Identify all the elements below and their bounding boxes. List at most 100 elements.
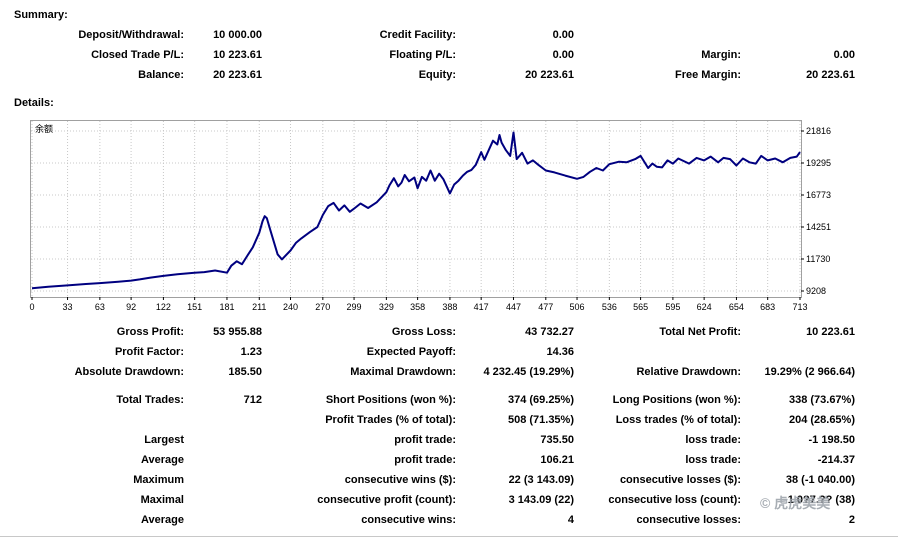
chart-axes: 0 33 63 92 122 151 181 211 240 270 299 329 358 388 417… — [29, 126, 831, 312]
x-tick-label: 447 — [506, 302, 521, 312]
x-tick-label: 92 — [126, 302, 136, 312]
average-consecutive-losses-value: 2 — [848, 514, 855, 526]
long-positions-label: Long Positions (won %): — [612, 394, 741, 406]
average-consecutive-label: Average — [140, 514, 184, 526]
maximal-label: Maximal — [140, 494, 184, 506]
maximal-consecutive-loss-value: 1 0?7.?? (38) — [787, 494, 855, 506]
y-tick-label: 21816 — [806, 126, 831, 136]
y-tick-label: 9208 — [806, 286, 826, 296]
x-tick-label: 299 — [347, 302, 362, 312]
chart-title: 余额 — [35, 123, 53, 134]
details-title: Details: — [14, 97, 54, 109]
short-positions-value: 374 (69.25%) — [507, 394, 574, 406]
max-consecutive-wins-label: consecutive wins ($): — [344, 474, 456, 486]
maximal-consecutive-loss-label: consecutive loss (count): — [608, 494, 741, 506]
x-tick-label: 151 — [187, 302, 202, 312]
x-tick-label: 654 — [729, 302, 744, 312]
relative-drawdown-value: 19.29% (2 966.64) — [764, 366, 855, 378]
x-tick-label: 683 — [760, 302, 775, 312]
credit-facility-value: 0.00 — [552, 29, 574, 41]
maximal-drawdown-value: 4 232.45 (19.29%) — [483, 366, 574, 378]
short-positions-label: Short Positions (won %): — [325, 394, 456, 406]
total-net-profit-value: 10 223.61 — [806, 326, 855, 338]
gross-profit-value: 53 955.88 — [213, 326, 262, 338]
balance-chart: 余额 — [30, 120, 802, 298]
largest-loss-trade-label: loss trade: — [685, 434, 741, 446]
y-tick-label: 11730 — [806, 254, 830, 264]
maximal-consecutive-profit-label: consecutive profit (count): — [317, 494, 456, 506]
x-tick-label: 477 — [538, 302, 553, 312]
free-margin-label: Free Margin: — [674, 69, 741, 81]
largest-label: Largest — [144, 434, 184, 446]
margin-label: Margin: — [701, 49, 741, 61]
average-label: Average — [140, 454, 184, 466]
average-loss-trade-value: -214.37 — [817, 454, 855, 466]
margin-value: 0.00 — [833, 49, 855, 61]
gross-loss-label: Gross Loss: — [391, 326, 456, 338]
average-profit-trade-value: 106.21 — [540, 454, 574, 466]
x-tick-label: 0 — [29, 302, 34, 312]
x-tick-label: 536 — [602, 302, 617, 312]
expected-payoff-label: Expected Payoff: — [366, 346, 456, 358]
deposit-value: 10 000.00 — [213, 29, 262, 41]
x-tick-label: 417 — [474, 302, 489, 312]
x-tick-label: 33 — [63, 302, 73, 312]
absolute-drawdown-value: 185.50 — [228, 366, 262, 378]
max-consecutive-wins-value: 22 (3 143.09) — [508, 474, 574, 486]
total-net-profit-label: Total Net Profit: — [659, 326, 741, 338]
max-consecutive-losses-value: 38 (-1 040.00) — [785, 474, 855, 486]
y-tick-label: 16773 — [806, 190, 831, 200]
average-consecutive-wins-label: consecutive wins: — [361, 514, 456, 526]
floating-pl-value: 0.00 — [552, 49, 574, 61]
free-margin-value: 20 223.61 — [806, 69, 855, 81]
x-tick-label: 358 — [410, 302, 425, 312]
largest-loss-trade-value: -1 198.50 — [808, 434, 855, 446]
average-loss-trade-label: loss trade: — [685, 454, 741, 466]
largest-profit-trade-value: 735.50 — [540, 434, 574, 446]
average-consecutive-losses-label: consecutive losses: — [636, 514, 741, 526]
bottom-divider — [0, 536, 898, 537]
balance-label: Balance: — [138, 69, 184, 81]
profit-factor-value: 1.23 — [240, 346, 262, 358]
x-tick-label: 122 — [156, 302, 171, 312]
largest-profit-trade-label: profit trade: — [394, 434, 456, 446]
balance-line — [31, 131, 801, 290]
summary-title: Summary: — [14, 9, 68, 21]
loss-trades-label: Loss trades (% of total): — [615, 414, 741, 426]
x-tick-label: 63 — [95, 302, 105, 312]
maximal-drawdown-label: Maximal Drawdown: — [350, 366, 456, 378]
x-tick-label: 388 — [442, 302, 457, 312]
deposit-label: Deposit/Withdrawal: — [78, 29, 184, 41]
loss-trades-value: 204 (28.65%) — [788, 414, 855, 426]
gross-profit-label: Gross Profit: — [116, 326, 184, 338]
x-tick-label: 329 — [379, 302, 394, 312]
floating-pl-label: Floating P/L: — [389, 49, 456, 61]
balance-value: 20 223.61 — [213, 69, 262, 81]
total-trades-value: 712 — [243, 394, 262, 406]
y-tick-label: 19295 — [806, 158, 831, 168]
balance-chart-svg: 余额 — [31, 121, 801, 297]
max-consecutive-losses-label: consecutive losses ($): — [619, 474, 741, 486]
x-tick-label: 713 — [792, 302, 807, 312]
closed-pl-label: Closed Trade P/L: — [91, 49, 184, 61]
average-profit-trade-label: profit trade: — [394, 454, 456, 466]
profit-trades-label: Profit Trades (% of total): — [325, 414, 456, 426]
expected-payoff-value: 14.36 — [546, 346, 574, 358]
y-tick-label: 14251 — [806, 222, 831, 232]
watermark: © 虎虎美美 — [760, 495, 831, 511]
absolute-drawdown-label: Absolute Drawdown: — [74, 366, 184, 378]
credit-facility-label: Credit Facility: — [379, 29, 456, 41]
profit-trades-value: 508 (71.35%) — [507, 414, 574, 426]
maximal-consecutive-profit-value: 3 143.09 (22) — [508, 494, 574, 506]
equity-label: Equity: — [418, 69, 456, 81]
gross-loss-value: 43 732.27 — [525, 326, 574, 338]
x-tick-label: 181 — [219, 302, 234, 312]
x-tick-label: 595 — [665, 302, 680, 312]
long-positions-value: 338 (73.67%) — [788, 394, 855, 406]
maximum-label: Maximum — [133, 474, 184, 486]
relative-drawdown-label: Relative Drawdown: — [636, 366, 741, 378]
x-tick-label: 240 — [283, 302, 298, 312]
total-trades-label: Total Trades: — [116, 394, 184, 406]
closed-pl-value: 10 223.61 — [213, 49, 262, 61]
x-tick-label: 506 — [570, 302, 585, 312]
